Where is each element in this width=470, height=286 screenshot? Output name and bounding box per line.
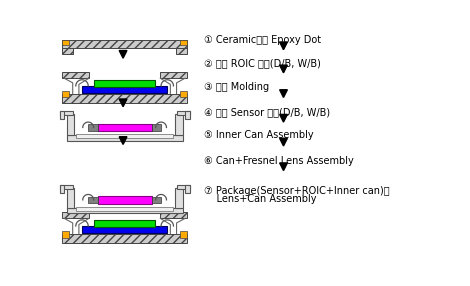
Text: ③ 하단 Molding: ③ 하단 Molding [204, 82, 270, 92]
Bar [62, 234, 188, 243]
Text: ④ 상단 Sensor 부착(D/B, W/B): ④ 상단 Sensor 부착(D/B, W/B) [204, 107, 330, 117]
Bar [62, 41, 188, 48]
Text: ⑦ Package(Sensor+ROIC+Inner can)에: ⑦ Package(Sensor+ROIC+Inner can)에 [204, 186, 390, 196]
Bar [82, 226, 167, 233]
Bar [62, 72, 89, 78]
Text: ⑥ Can+Fresnel Lens Assembly: ⑥ Can+Fresnel Lens Assembly [204, 156, 354, 166]
Bar [62, 91, 69, 98]
Polygon shape [280, 65, 287, 73]
Polygon shape [119, 51, 127, 58]
Bar [60, 185, 64, 193]
Polygon shape [280, 42, 287, 50]
Bar [160, 72, 188, 78]
Polygon shape [280, 114, 287, 122]
Bar [152, 124, 161, 131]
Bar [66, 114, 74, 135]
Bar [175, 114, 183, 135]
Bar [152, 197, 161, 203]
Bar [97, 124, 152, 131]
Bar [60, 111, 73, 115]
Text: ① Ceramic기판 Epoxy Dot: ① Ceramic기판 Epoxy Dot [204, 35, 321, 45]
Bar [94, 80, 155, 87]
Bar [66, 208, 183, 213]
Polygon shape [119, 99, 127, 107]
Polygon shape [280, 138, 287, 146]
Bar [177, 111, 190, 115]
Bar [180, 231, 188, 238]
Text: ⑤ Inner Can Assembly: ⑤ Inner Can Assembly [204, 130, 314, 140]
Bar [88, 124, 97, 131]
Bar [175, 188, 183, 208]
Polygon shape [280, 163, 287, 171]
Bar [97, 196, 152, 204]
Bar [180, 40, 188, 45]
Bar [160, 212, 188, 218]
Bar [66, 135, 183, 141]
Text: Lens+Can Assembly: Lens+Can Assembly [204, 194, 317, 204]
Bar [62, 212, 89, 218]
Bar [62, 231, 69, 238]
Bar [62, 40, 69, 45]
Bar [185, 185, 190, 193]
Bar [176, 48, 188, 53]
Bar [66, 188, 74, 208]
Bar [60, 111, 64, 119]
Polygon shape [280, 90, 287, 98]
Bar [177, 185, 190, 189]
Bar [82, 86, 167, 93]
Bar [62, 94, 188, 103]
Bar [94, 220, 155, 227]
Bar [180, 91, 188, 98]
Bar [185, 111, 190, 119]
Polygon shape [119, 137, 127, 144]
Bar [60, 185, 73, 189]
Bar [62, 48, 73, 53]
Bar [76, 207, 173, 211]
Bar [76, 134, 173, 138]
Text: ② 하단 ROIC 부착(D/B, W/B): ② 하단 ROIC 부착(D/B, W/B) [204, 58, 321, 68]
Bar [88, 197, 97, 203]
